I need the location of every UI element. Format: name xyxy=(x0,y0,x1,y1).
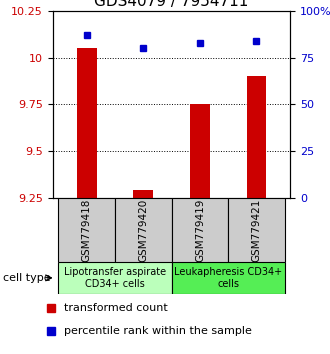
Text: percentile rank within the sample: percentile rank within the sample xyxy=(64,326,252,336)
Bar xyxy=(115,198,172,262)
Text: GSM779421: GSM779421 xyxy=(251,198,261,262)
Bar xyxy=(247,76,266,198)
Bar xyxy=(133,190,153,198)
Bar xyxy=(228,198,285,262)
Text: Leukapheresis CD34+
cells: Leukapheresis CD34+ cells xyxy=(174,267,282,289)
Text: cell type: cell type xyxy=(3,273,51,283)
Text: transformed count: transformed count xyxy=(64,303,168,313)
Text: GSM779420: GSM779420 xyxy=(138,199,148,262)
Bar xyxy=(58,262,172,294)
Bar xyxy=(172,198,228,262)
Text: GSM779419: GSM779419 xyxy=(195,198,205,262)
Bar xyxy=(58,198,115,262)
Bar xyxy=(77,48,97,198)
Text: GSM779418: GSM779418 xyxy=(82,198,92,262)
Title: GDS4079 / 7954711: GDS4079 / 7954711 xyxy=(94,0,249,10)
Bar xyxy=(172,262,285,294)
Text: Lipotransfer aspirate
CD34+ cells: Lipotransfer aspirate CD34+ cells xyxy=(64,267,166,289)
Bar xyxy=(190,104,210,198)
